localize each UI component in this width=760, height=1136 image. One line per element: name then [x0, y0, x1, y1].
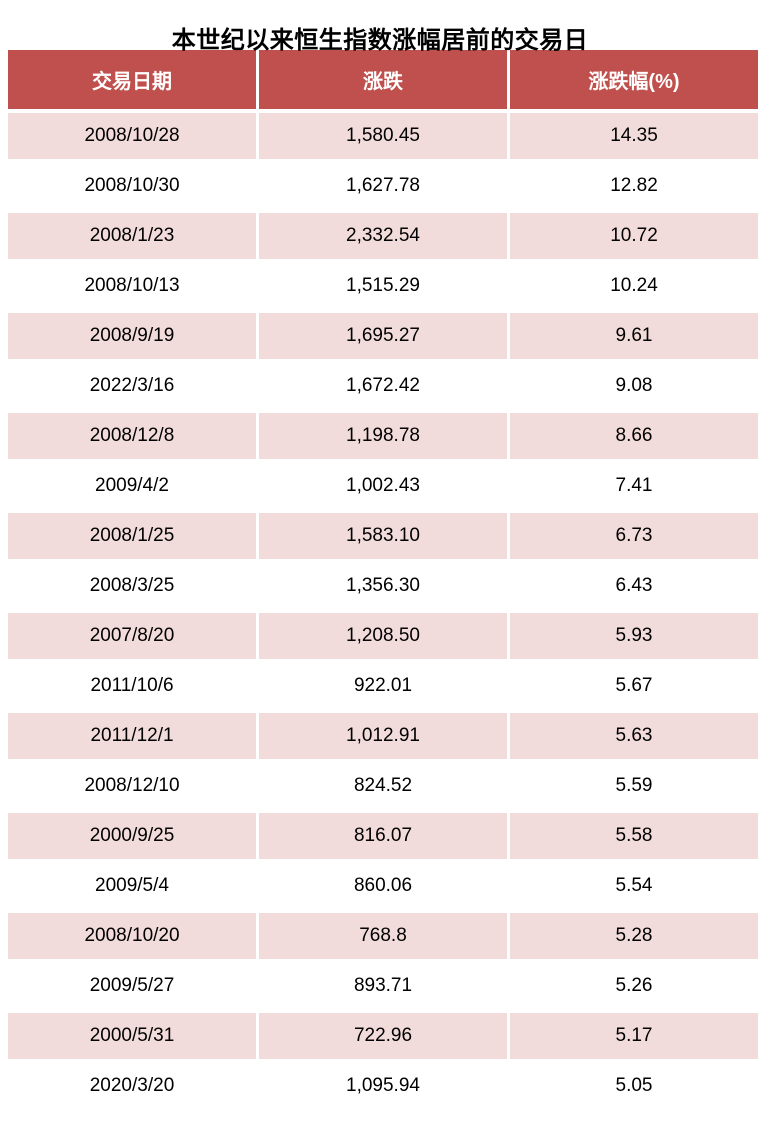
table-row: 2008/12/10 824.52 5.59: [8, 763, 758, 809]
table-cell: 2008/3/25: [8, 563, 256, 609]
table-row: 2011/12/1 1,012.91 5.63: [8, 713, 758, 759]
table-cell: 922.01: [259, 663, 507, 709]
table-cell: 5.59: [510, 763, 758, 809]
table-cell: 2008/1/23: [8, 213, 256, 259]
table-cell: 2009/5/27: [8, 963, 256, 1009]
table-cell: 1,695.27: [259, 313, 507, 359]
table-row: 2020/3/20 1,095.94 5.05: [8, 1063, 758, 1109]
table-cell: 2000/9/25: [8, 813, 256, 859]
table-cell: 6.73: [510, 513, 758, 559]
table-cell: 5.58: [510, 813, 758, 859]
table-cell: 8.66: [510, 413, 758, 459]
table-cell: 1,515.29: [259, 263, 507, 309]
page-title: 本世纪以来恒生指数涨幅居前的交易日: [171, 27, 589, 54]
table-row: 2008/3/25 1,356.30 6.43: [8, 563, 758, 609]
table-cell: 2,332.54: [259, 213, 507, 259]
table-cell: 5.26: [510, 963, 758, 1009]
table-cell: 5.63: [510, 713, 758, 759]
table-cell: 1,583.10: [259, 513, 507, 559]
column-header-change: 涨跌: [259, 50, 507, 109]
table-row: 2008/10/30 1,627.78 12.82: [8, 163, 758, 209]
table-row: 2009/5/4 860.06 5.54: [8, 863, 758, 909]
table-header-row: 交易日期 涨跌 涨跌幅(%): [8, 50, 758, 109]
table-cell: 893.71: [259, 963, 507, 1009]
table-cell: 1,356.30: [259, 563, 507, 609]
table-cell: 14.35: [510, 113, 758, 159]
table-cell: 9.08: [510, 363, 758, 409]
table-row: 2009/4/2 1,002.43 7.41: [8, 463, 758, 509]
table-row: 2022/3/16 1,672.42 9.08: [8, 363, 758, 409]
table-cell: 1,208.50: [259, 613, 507, 659]
table-cell: 10.24: [510, 263, 758, 309]
table-row: 2011/10/6 922.01 5.67: [8, 663, 758, 709]
table-row: 2000/5/31 722.96 5.17: [8, 1013, 758, 1059]
table-cell: 5.54: [510, 863, 758, 909]
table-cell: 2008/10/20: [8, 913, 256, 959]
column-header-change-percent: 涨跌幅(%): [510, 50, 758, 109]
table-cell: 5.93: [510, 613, 758, 659]
table-cell: 2020/3/20: [8, 1063, 256, 1109]
table-cell: 816.07: [259, 813, 507, 859]
table-cell: 5.05: [510, 1063, 758, 1109]
table-cell: 2022/3/16: [8, 363, 256, 409]
table-cell: 860.06: [259, 863, 507, 909]
table-cell: 2000/5/31: [8, 1013, 256, 1059]
table-row: 2008/12/8 1,198.78 8.66: [8, 413, 758, 459]
table-row: 2000/9/25 816.07 5.58: [8, 813, 758, 859]
table-cell: 2008/10/30: [8, 163, 256, 209]
table-cell: 2009/5/4: [8, 863, 256, 909]
table-cell: 2007/8/20: [8, 613, 256, 659]
table-cell: 2008/9/19: [8, 313, 256, 359]
table-cell: 5.67: [510, 663, 758, 709]
table-row: 2008/9/19 1,695.27 9.61: [8, 313, 758, 359]
table-row: 2008/1/25 1,583.10 6.73: [8, 513, 758, 559]
column-header-trade-date: 交易日期: [8, 50, 256, 109]
table-row: 2008/10/13 1,515.29 10.24: [8, 263, 758, 309]
table-cell: 2008/12/8: [8, 413, 256, 459]
table-cell: 824.52: [259, 763, 507, 809]
table-cell: 6.43: [510, 563, 758, 609]
table-cell: 5.17: [510, 1013, 758, 1059]
table-row: 2008/10/28 1,580.45 14.35: [8, 113, 758, 159]
table-cell: 1,198.78: [259, 413, 507, 459]
table-cell: 2009/4/2: [8, 463, 256, 509]
table-row: 2008/10/20 768.8 5.28: [8, 913, 758, 959]
table-header: 交易日期 涨跌 涨跌幅(%): [8, 50, 758, 109]
table-row: 2007/8/20 1,208.50 5.93: [8, 613, 758, 659]
table-cell: 7.41: [510, 463, 758, 509]
table-cell: 1,002.43: [259, 463, 507, 509]
table-cell: 768.8: [259, 913, 507, 959]
table-cell: 2011/12/1: [8, 713, 256, 759]
table-cell: 2008/1/25: [8, 513, 256, 559]
table-row: 2008/1/23 2,332.54 10.72: [8, 213, 758, 259]
table-cell: 2008/10/13: [8, 263, 256, 309]
table-cell: 10.72: [510, 213, 758, 259]
hsi-gains-table: 交易日期 涨跌 涨跌幅(%) 2008/10/28 1,580.45 14.35 20…: [5, 46, 760, 1113]
table-cell: 1,627.78: [259, 163, 507, 209]
table-cell: 2008/12/10: [8, 763, 256, 809]
table-cell: 1,095.94: [259, 1063, 507, 1109]
table-cell: 1,580.45: [259, 113, 507, 159]
table-cell: 5.28: [510, 913, 758, 959]
table-cell: 722.96: [259, 1013, 507, 1059]
table-cell: 12.82: [510, 163, 758, 209]
table-body: 2008/10/28 1,580.45 14.35 2008/10/30 1,627.7…: [8, 113, 758, 1109]
table-cell: 2011/10/6: [8, 663, 256, 709]
table-cell: 1,012.91: [259, 713, 507, 759]
table-row: 2009/5/27 893.71 5.26: [8, 963, 758, 1009]
table-cell: 1,672.42: [259, 363, 507, 409]
table-cell: 2008/10/28: [8, 113, 256, 159]
table-cell: 9.61: [510, 313, 758, 359]
